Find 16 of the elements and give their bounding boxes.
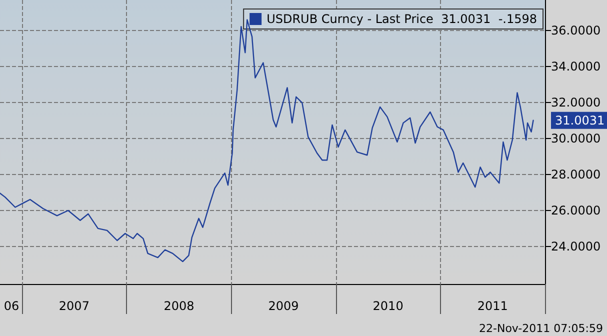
x-tick-label: 2009	[268, 299, 299, 313]
x-tick-label: 2008	[164, 299, 194, 313]
x-tick-label: 2011	[477, 299, 508, 313]
y-tick-label: 24.0000	[551, 239, 601, 254]
x-tick-label: 2007	[58, 299, 90, 313]
x-tick-label: 06	[4, 299, 20, 313]
y-tick-label: 30.0000	[551, 131, 601, 146]
annotation: 31.0031	[555, 113, 605, 128]
legend-label: USDRUB Curncy - Last Price 31.0031 -.1598	[266, 12, 538, 26]
x-tick-label: 2010	[372, 299, 404, 313]
y-tick-label: 26.0000	[551, 203, 601, 218]
text: 22-Nov-2011 07:05:59	[479, 322, 604, 335]
y-tick-label: 32.0000	[551, 95, 601, 110]
y-tick-label: 36.0000	[551, 24, 601, 38]
y-tick-label: 28.0000	[551, 167, 601, 182]
y-tick-label: 34.0000	[551, 60, 601, 74]
